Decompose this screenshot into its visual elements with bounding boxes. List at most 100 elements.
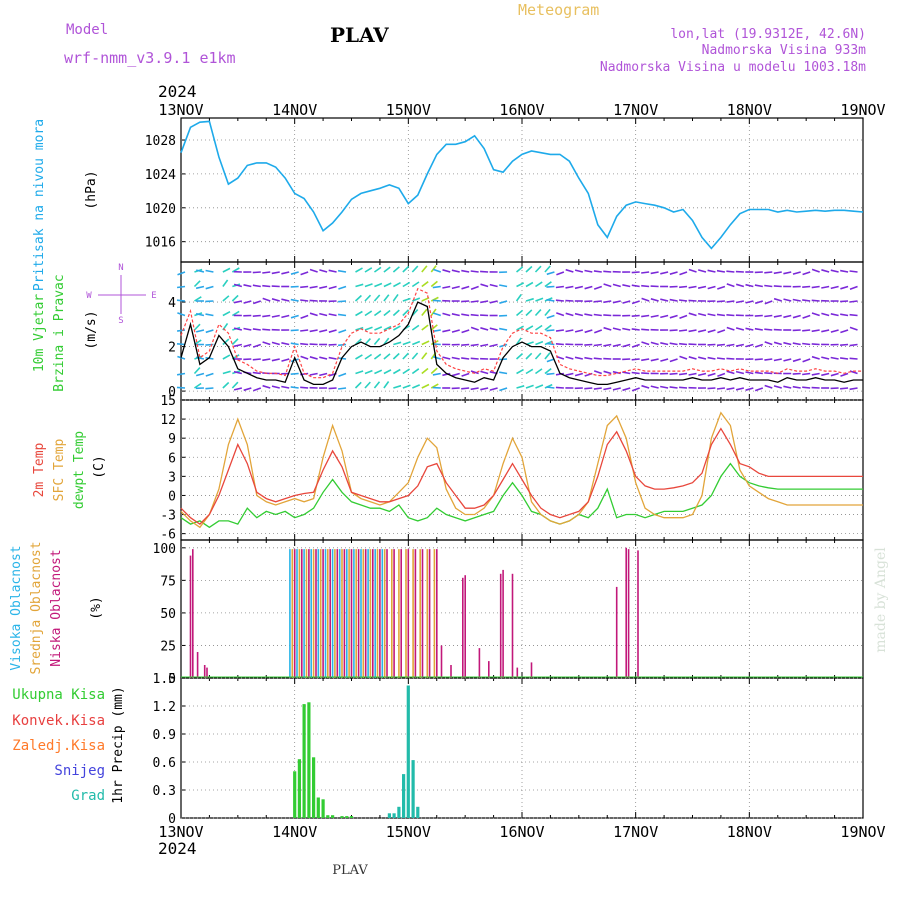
wind-arrow xyxy=(698,314,706,316)
wind-arrow xyxy=(670,272,678,274)
wind-arrow xyxy=(850,271,858,272)
wind-arrow xyxy=(232,339,238,345)
wind-arrow xyxy=(374,382,379,388)
wind-arrow xyxy=(642,298,650,301)
legend-item: Snijeg xyxy=(54,763,105,779)
wind-arrow xyxy=(196,287,204,289)
wind-arrow xyxy=(412,385,419,388)
wind-arrow xyxy=(726,315,734,316)
wind-arrow xyxy=(433,374,441,375)
wind-arrow xyxy=(727,328,735,331)
wind-arrow xyxy=(431,281,437,286)
wind-arrow xyxy=(651,272,659,273)
wind-arrow xyxy=(584,345,592,346)
wind-arrow xyxy=(727,371,735,373)
wind-arrow xyxy=(821,357,829,359)
wind-arrow xyxy=(604,284,612,287)
precip-bar xyxy=(345,816,348,818)
wind-arrow xyxy=(365,284,373,287)
wind-arrow xyxy=(223,371,231,373)
wind-arrow xyxy=(755,329,763,330)
wind-arrow xyxy=(774,316,782,317)
precip-bar xyxy=(293,771,296,818)
wind-arrow xyxy=(603,345,611,346)
wind-arrow xyxy=(623,301,631,303)
wind-arrow xyxy=(774,272,782,273)
wind-arrow xyxy=(177,374,185,375)
wind-arrow xyxy=(244,345,252,347)
wind-arrow xyxy=(831,270,839,272)
wind-arrow xyxy=(802,374,810,375)
wind-arrow xyxy=(746,328,754,330)
wind-arrow xyxy=(764,329,772,330)
wind-arrow xyxy=(490,301,498,303)
wind-arrow xyxy=(708,388,716,389)
year-label-bottom: 2024 xyxy=(158,839,197,858)
wind-arrow xyxy=(461,271,469,272)
wind-arrow xyxy=(393,370,400,374)
wind-arrow xyxy=(802,287,810,288)
precip-bars xyxy=(293,686,419,819)
wind-arrow xyxy=(329,270,337,272)
wind-arrow xyxy=(206,314,214,315)
wind-arrow xyxy=(281,299,289,301)
wind-arrow xyxy=(604,371,612,373)
wind-arrow xyxy=(291,272,299,274)
wind-arrow xyxy=(651,359,659,361)
wind-arrow xyxy=(412,266,417,272)
wind-arrow xyxy=(263,342,271,345)
x-label-bottom: 18NOV xyxy=(727,823,772,841)
pressure-unit: (hPa) xyxy=(84,170,99,209)
wind-arrow xyxy=(535,342,542,345)
wind-arrow xyxy=(253,316,261,317)
wind-arrow xyxy=(545,325,551,330)
wind-arrow xyxy=(356,268,363,272)
wind-arrow xyxy=(403,369,410,373)
wind-arrow xyxy=(831,358,839,360)
wind-arrow xyxy=(194,384,201,389)
wind-arrow xyxy=(338,388,346,389)
legend-item: Grad xyxy=(71,788,105,804)
wind-arrow xyxy=(471,301,479,302)
cloud-title-2: Srednja Oblacnost xyxy=(29,541,44,674)
wind-arrow xyxy=(253,345,261,348)
wind-arrow xyxy=(783,386,791,388)
wind-arrow xyxy=(793,359,801,361)
wind-arrow xyxy=(499,372,507,373)
wind-arrow xyxy=(660,343,668,345)
y-tick-label: 1016 xyxy=(145,236,176,251)
wind-arrow xyxy=(412,353,417,359)
wind-arrow xyxy=(746,372,754,374)
wind-arrow xyxy=(726,271,734,272)
wind-arrow xyxy=(670,316,678,318)
wind-arrow xyxy=(319,314,327,316)
temp-title-1: 2m Temp xyxy=(32,442,47,497)
wind-arrow xyxy=(698,330,706,332)
wind-arrow xyxy=(223,268,230,272)
wind-arrow xyxy=(499,301,507,303)
wind-arrow xyxy=(585,287,593,289)
wind-arrow xyxy=(177,300,185,301)
wind-arrow xyxy=(253,285,261,286)
wind-arrow xyxy=(517,295,522,302)
wind-arrow xyxy=(708,287,716,289)
y-tick-label: 1.2 xyxy=(153,700,176,715)
compass-north: N xyxy=(118,263,123,273)
wind-arrow xyxy=(556,313,564,316)
wind-arrow xyxy=(670,330,678,331)
wind-arrow xyxy=(840,271,848,272)
wind-arrow xyxy=(556,330,564,331)
wind-arrow xyxy=(642,386,650,388)
wind-arrow xyxy=(412,369,418,374)
wind-arrow xyxy=(403,282,410,286)
precip-bar xyxy=(397,807,400,818)
wind-arrow xyxy=(365,371,372,374)
wind-arrow xyxy=(422,325,428,330)
wind-arrow xyxy=(206,374,214,377)
wind-arrow xyxy=(310,300,318,301)
wind-arrow xyxy=(680,316,688,319)
